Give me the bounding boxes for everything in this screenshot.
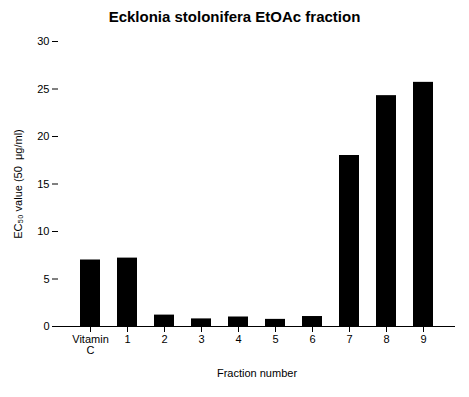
svg-text:6: 6 (309, 333, 315, 345)
svg-text:3: 3 (198, 333, 204, 345)
svg-text:7: 7 (346, 333, 352, 345)
svg-text:20: 20 (37, 130, 49, 142)
svg-text:25: 25 (37, 83, 49, 95)
svg-text:5: 5 (272, 333, 278, 345)
svg-text:VitaminC: VitaminC (72, 333, 108, 356)
svg-text:0: 0 (43, 320, 49, 332)
svg-text:9: 9 (420, 333, 426, 345)
svg-text:8: 8 (383, 333, 389, 345)
svg-text:30: 30 (37, 35, 49, 47)
svg-text:4: 4 (235, 333, 241, 345)
svg-text:EC₅₀ value (50 μg/ml): EC₅₀ value (50 μg/ml) (12, 129, 24, 238)
svg-text:15: 15 (37, 178, 49, 190)
svg-text:2: 2 (161, 333, 167, 345)
svg-text:Fraction number: Fraction number (217, 367, 297, 379)
html-text:Ecklonia stolonifera EtOAc fra: Ecklonia stolonifera EtOAc fraction (108, 8, 361, 25)
svg-text:5: 5 (43, 273, 49, 285)
svg-text:10: 10 (37, 225, 49, 237)
svg-text:1: 1 (124, 333, 130, 345)
